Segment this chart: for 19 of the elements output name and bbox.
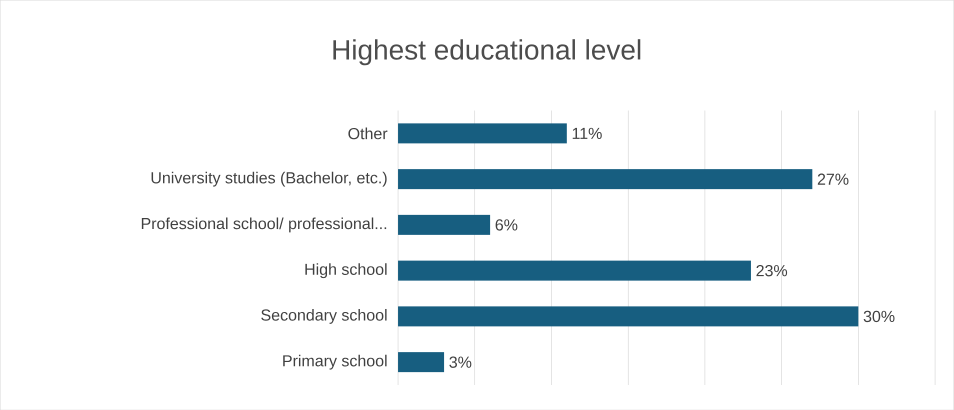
bar <box>398 306 858 326</box>
data-label: 3% <box>449 356 472 368</box>
data-label: 27% <box>818 173 848 185</box>
bar <box>398 169 812 190</box>
y-tick-label: Secondary school <box>261 308 387 324</box>
y-tick-label: University studies (Bachelor, etc.) <box>152 172 387 186</box>
bar <box>398 214 490 235</box>
y-tick-label: Other <box>348 127 388 140</box>
data-label: 6% <box>496 219 518 230</box>
bar <box>398 352 444 372</box>
bar <box>398 260 751 281</box>
y-tick-label: Primary school <box>283 354 387 370</box>
data-label: 23% <box>756 264 788 276</box>
y-tick-label: High school <box>305 263 387 278</box>
chart-title: Highest educational level <box>333 39 640 66</box>
y-tick-label: Professional school/ professional... <box>142 217 386 232</box>
data-label: 11% <box>572 128 602 139</box>
bar <box>398 123 567 144</box>
data-label: 30% <box>864 310 894 322</box>
